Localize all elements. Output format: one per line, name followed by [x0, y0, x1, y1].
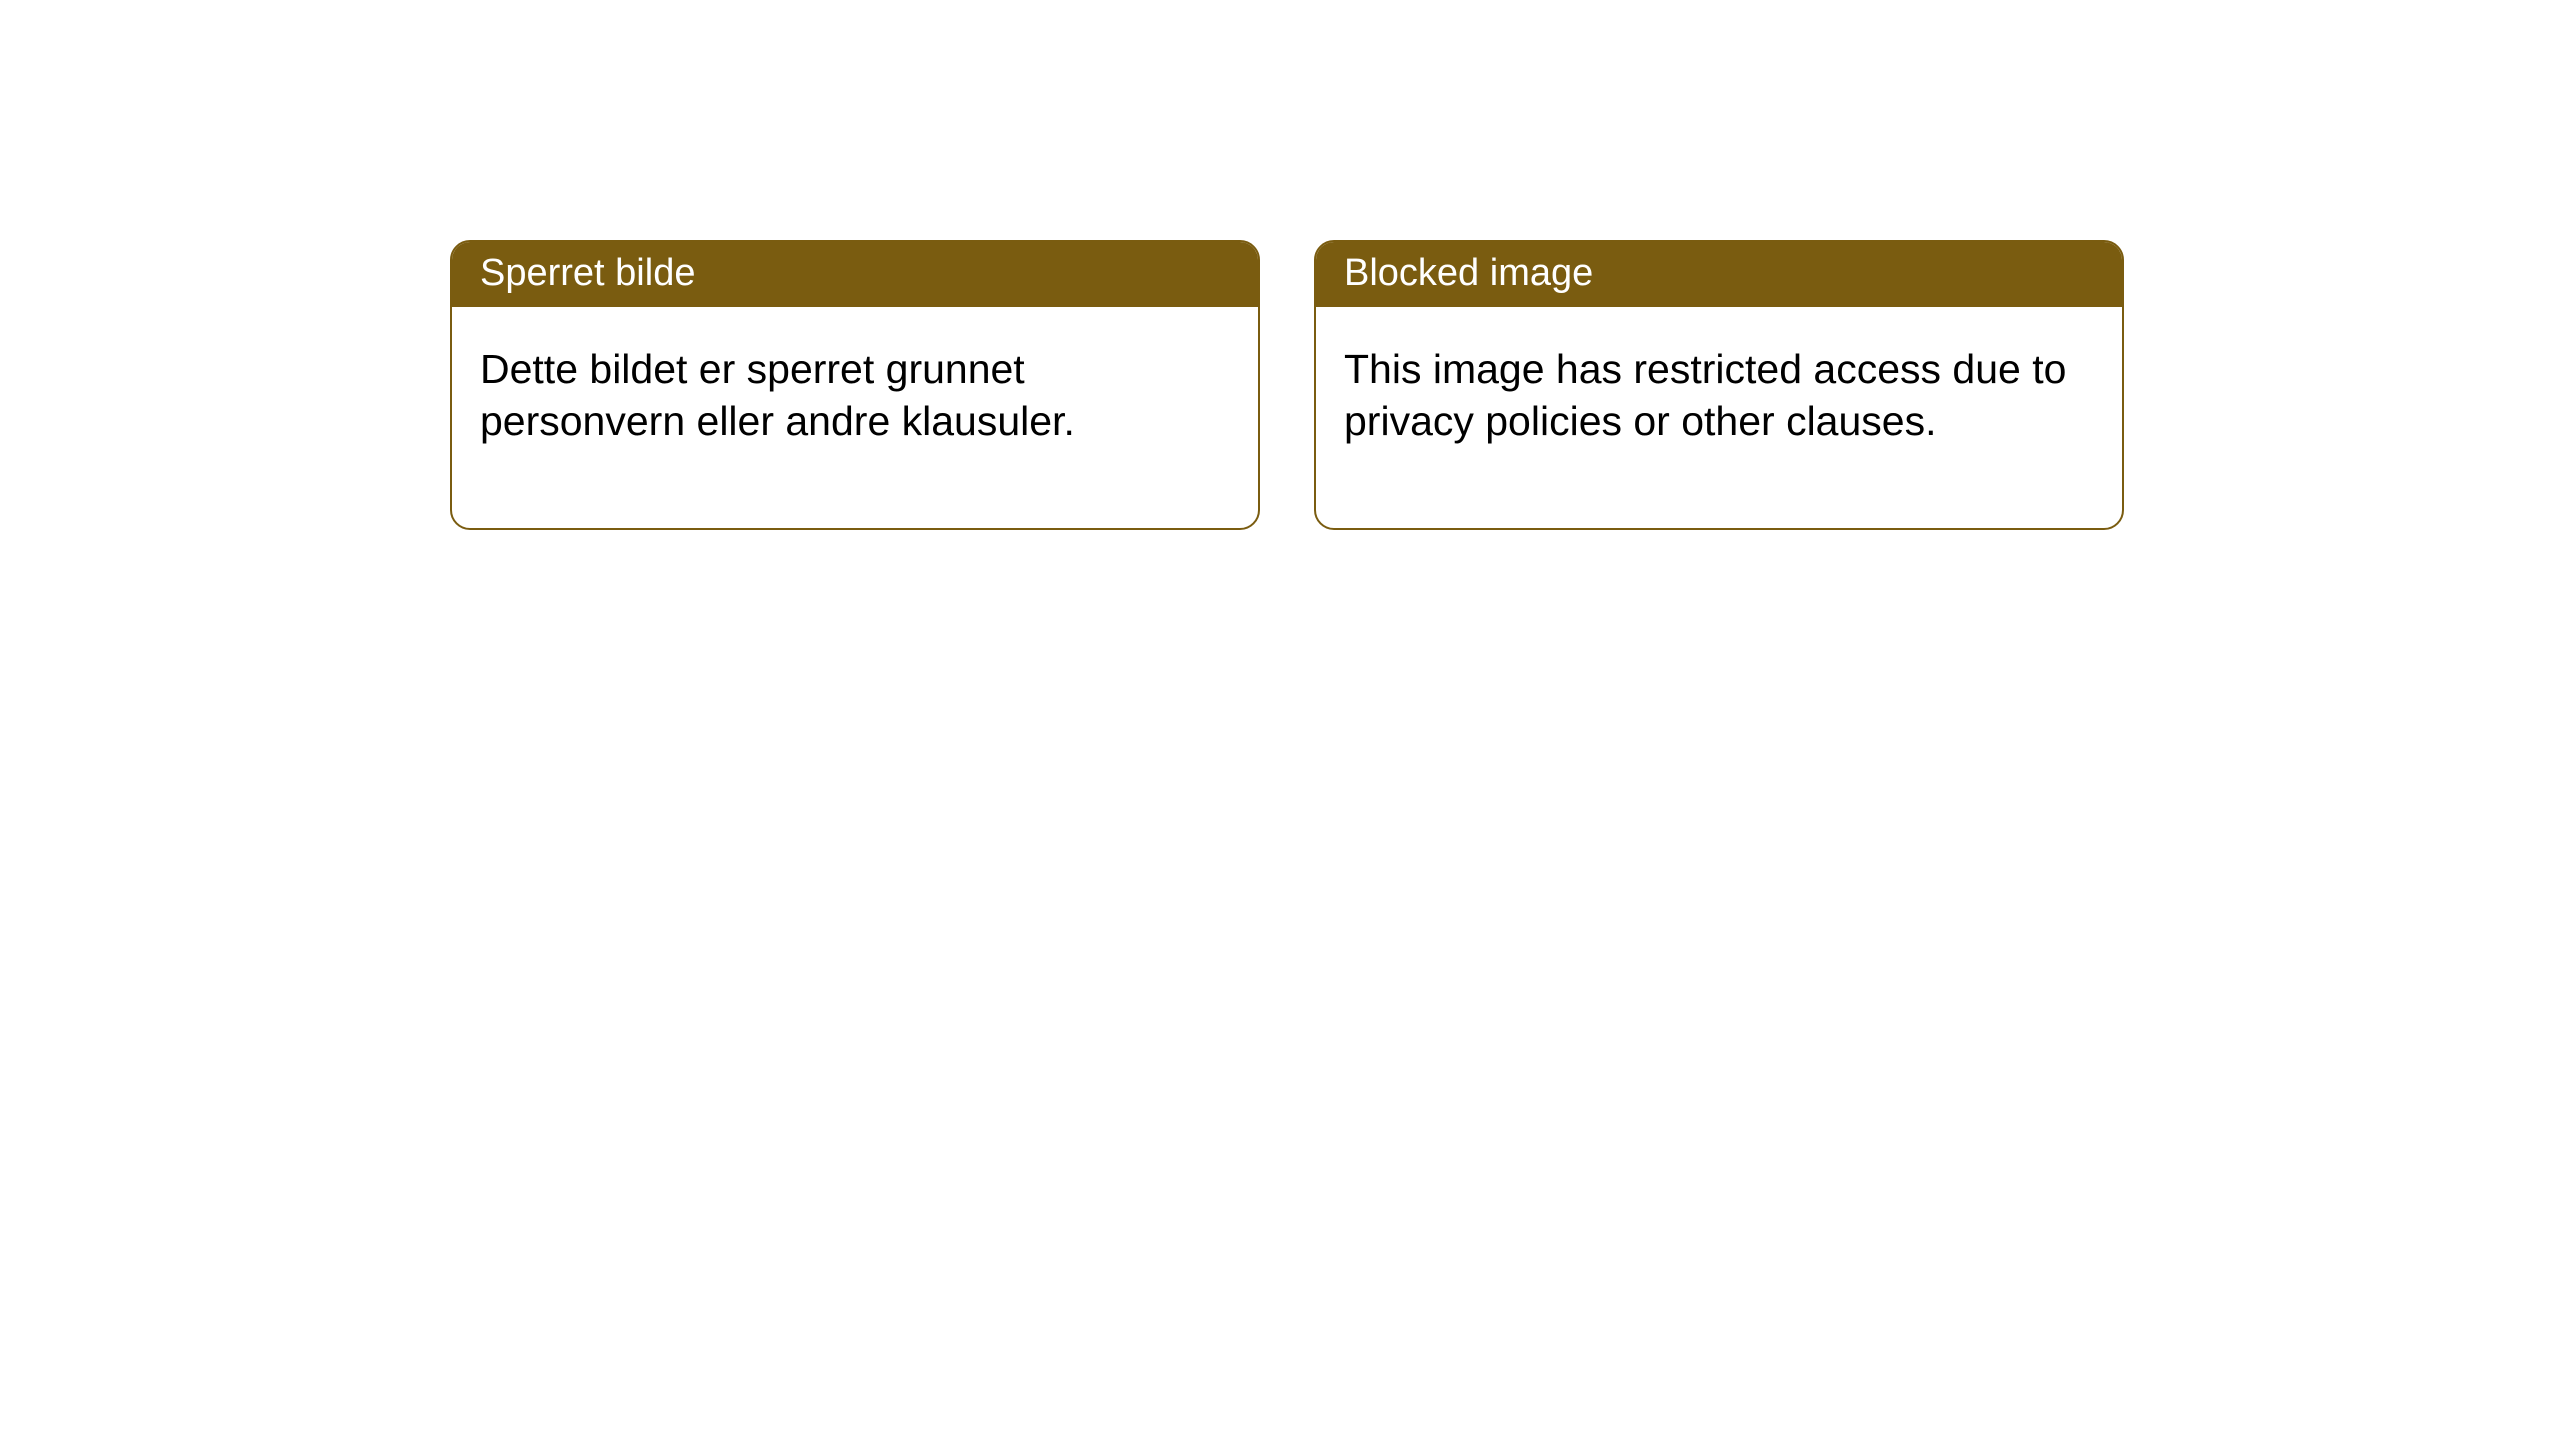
notice-title: Sperret bilde: [480, 252, 695, 294]
notice-body-text: Dette bildet er sperret grunnet personve…: [480, 346, 1075, 444]
notice-body: Dette bildet er sperret grunnet personve…: [452, 307, 1258, 528]
notice-header: Blocked image: [1316, 242, 2122, 307]
notice-header: Sperret bilde: [452, 242, 1258, 307]
notice-container: Sperret bilde Dette bildet er sperret gr…: [0, 0, 2560, 530]
notice-body: This image has restricted access due to …: [1316, 307, 2122, 528]
notice-card-english: Blocked image This image has restricted …: [1314, 240, 2124, 530]
notice-body-text: This image has restricted access due to …: [1344, 346, 2066, 444]
notice-card-norwegian: Sperret bilde Dette bildet er sperret gr…: [450, 240, 1260, 530]
notice-title: Blocked image: [1344, 252, 1593, 294]
